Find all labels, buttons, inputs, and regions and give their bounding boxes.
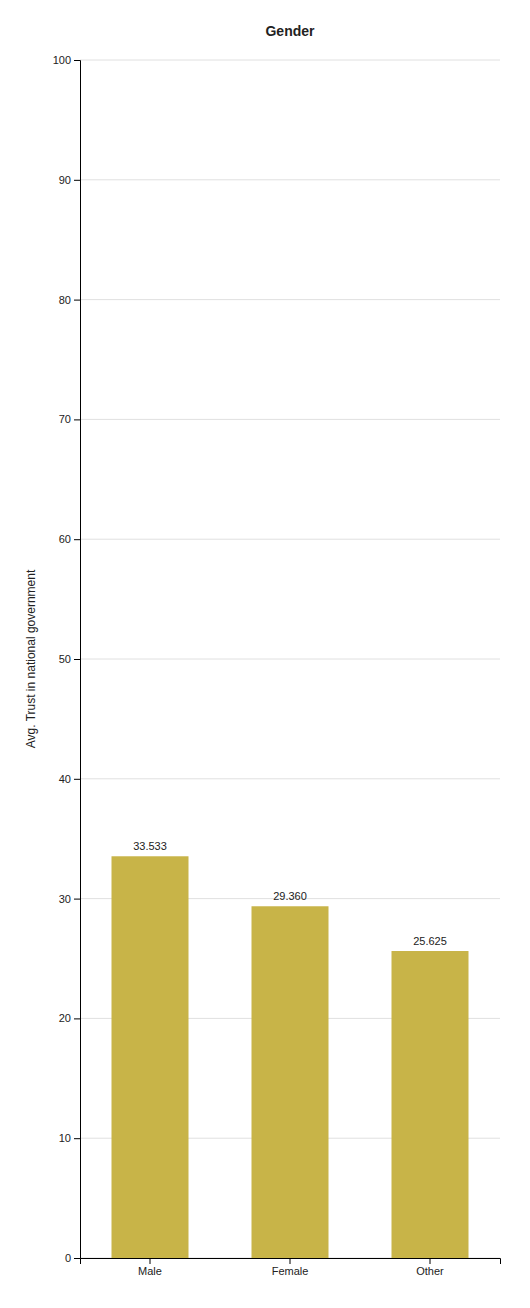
title: Gender — [265, 23, 315, 39]
y-tick: 70 — [59, 413, 80, 425]
x-axis-line — [81, 1259, 501, 1265]
bars — [112, 856, 469, 1258]
y-tick-mark — [74, 1018, 80, 1019]
y-tick-label: 70 — [59, 413, 71, 425]
y-tick: 40 — [59, 773, 80, 785]
x-tick-mark — [290, 1258, 291, 1264]
y-tick-label: 90 — [59, 174, 71, 186]
y-tick-label: 0 — [65, 1252, 71, 1264]
y-tick-mark — [74, 779, 80, 780]
y-tick: 50 — [59, 653, 80, 665]
y-tick: 100 — [53, 54, 80, 66]
x-tick: Male — [138, 1258, 162, 1277]
x-tick-mark — [430, 1258, 431, 1264]
y-tick-label: 60 — [59, 533, 71, 545]
grid-line — [80, 778, 500, 779]
x-tick-label: Other — [416, 1265, 444, 1277]
y-tick-mark — [74, 180, 80, 181]
y-tick-mark — [74, 899, 80, 900]
y-tick: 20 — [59, 1012, 80, 1024]
x-tick-label: Male — [138, 1265, 162, 1277]
y-tick-mark — [74, 60, 80, 61]
y-tick: 60 — [59, 533, 80, 545]
y-axis: 0 10 20 30 40 50 60 70 80 90 100 — [53, 54, 81, 1264]
y-tick-label: 20 — [59, 1012, 71, 1024]
y-axis-line — [74, 61, 81, 1259]
y-tick-label: 100 — [53, 54, 71, 66]
x-tick: Female — [272, 1258, 309, 1277]
y-tick-mark — [74, 300, 80, 301]
y-tick-label: 50 — [59, 653, 71, 665]
y-tick-label: 80 — [59, 294, 71, 306]
grid-line — [80, 419, 500, 420]
y-tick-label: 30 — [59, 893, 71, 905]
y-axis-title: Avg. Trust in national government — [24, 569, 38, 748]
grid — [80, 60, 500, 1258]
grid-line — [80, 539, 500, 540]
y-tick-mark — [74, 1258, 80, 1259]
bar — [112, 856, 189, 1258]
x-tick: Other — [416, 1258, 444, 1277]
data-label: 33.533 — [133, 840, 167, 852]
y-tick: 80 — [59, 294, 80, 306]
y-tick-mark — [74, 659, 80, 660]
grid-line — [80, 659, 500, 660]
data-label: 25.625 — [413, 935, 447, 947]
bar — [392, 951, 469, 1258]
y-tick-mark — [74, 1138, 80, 1139]
y-tick: 90 — [59, 174, 80, 186]
grid-line — [80, 179, 500, 180]
plot: 0 10 20 30 40 50 60 70 80 90 100 Male Female Other 33.… — [53, 54, 501, 1277]
y-tick: 10 — [59, 1132, 80, 1144]
x-tick-mark — [150, 1258, 151, 1264]
grid-line — [80, 60, 500, 61]
chart: 0 10 20 30 40 50 60 70 80 90 100 Male Female Other 33.… — [0, 0, 530, 1308]
y-tick-mark — [74, 419, 80, 420]
grid-line — [80, 299, 500, 300]
x-tick-label: Female — [272, 1265, 309, 1277]
data-labels: 33.533 29.360 25.625 — [133, 840, 447, 947]
y-tick: 0 — [65, 1252, 80, 1264]
y-tick-mark — [74, 539, 80, 540]
x-axis: Male Female Other — [81, 1258, 501, 1277]
y-tick-label: 10 — [59, 1132, 71, 1144]
bar — [252, 906, 329, 1258]
data-label: 29.360 — [273, 890, 307, 902]
y-tick: 30 — [59, 893, 80, 905]
y-tick-label: 40 — [59, 773, 71, 785]
